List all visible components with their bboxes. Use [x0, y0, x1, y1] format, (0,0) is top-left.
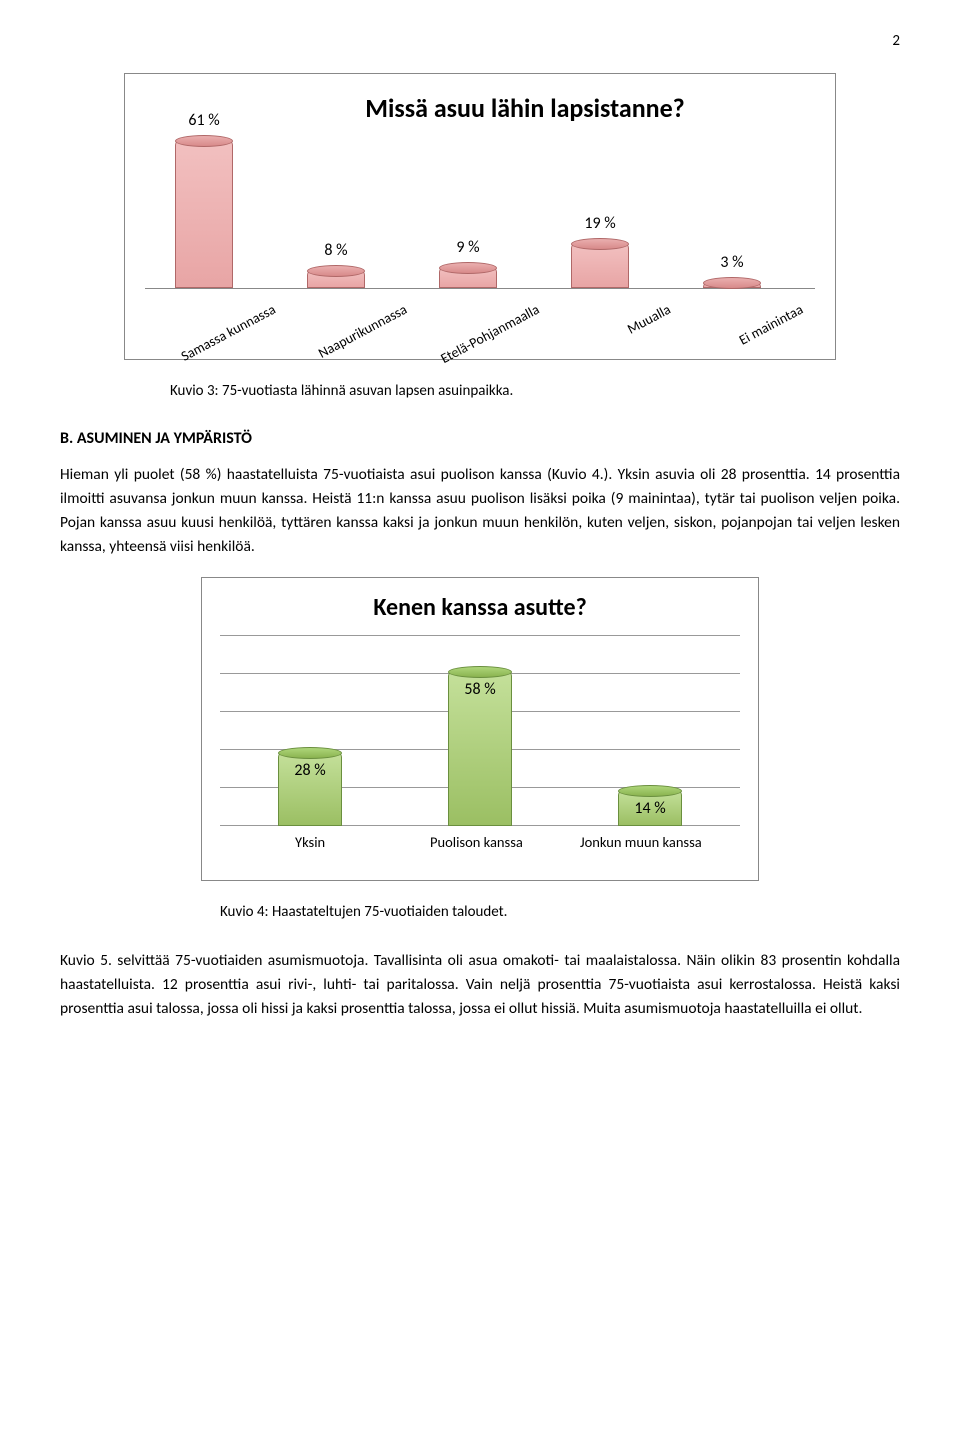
chart1-xaxis: Samassa kunnassaNaapurikunnassaEtelä-Poh… [145, 289, 815, 349]
chart1-bar-label: 9 % [456, 236, 479, 268]
chart1-caption: Kuvio 3: 75-vuotiasta lähinnä asuvan lap… [170, 380, 900, 403]
chart-1: Missä asuu lähin lapsistanne? 61 % 8 % 9 %… [124, 73, 836, 360]
chart1-bar: 3 % [703, 282, 761, 288]
chart2-bar-label: 58 % [464, 678, 495, 702]
chart2-xaxis: Yksin Puolison kanssa Jonkun muun kanssa [220, 826, 740, 854]
section-b-paragraph: Hieman yli puolet (58 %) haastatelluista… [60, 463, 900, 559]
chart2-plot-area: 28 % 58 % 14 % [220, 636, 740, 826]
chart2-bar-label: 28 % [294, 759, 325, 783]
chart1-x-label: Samassa kunnassa [177, 299, 279, 367]
chart1-x-label: Muualla [624, 299, 675, 339]
section-b-heading: B. ASUMINEN JA YMPÄRISTÖ [60, 427, 900, 451]
chart1-bar: 61 % [175, 140, 233, 288]
bottom-paragraph: Kuvio 5. selvittää 75-vuotiaiden asumism… [60, 949, 900, 1021]
chart1-bar-label: 8 % [324, 239, 347, 271]
chart2-caption: Kuvio 4: Haastateltujen 75-vuotiaiden ta… [220, 901, 900, 924]
chart2-gridline [220, 635, 740, 636]
chart2-bar-label: 14 % [634, 797, 665, 821]
chart2-bar: 14 % [618, 790, 682, 826]
chart1-x-label: Etelä-Pohjanmaalla [437, 299, 543, 369]
chart1-x-label: Naapurikunnassa [315, 299, 411, 363]
chart-2: Kenen kanssa asutte? 28 % 58 % 14 % Yksin P… [201, 577, 759, 881]
chart1-bar-label: 19 % [584, 212, 615, 244]
chart1-bar: 9 % [439, 267, 497, 288]
chart2-x-label: Jonkun muun kanssa [580, 832, 702, 854]
chart1-bar-label: 61 % [188, 109, 219, 141]
page-number: 2 [60, 30, 900, 53]
chart2-x-label: Puolison kanssa [430, 832, 523, 854]
chart2-bar: 28 % [278, 752, 342, 826]
chart1-title: Missä asuu lähin lapsistanne? [235, 89, 815, 128]
chart2-x-label: Yksin [295, 832, 325, 854]
chart1-bar: 8 % [307, 270, 365, 288]
chart1-bar: 19 % [571, 243, 629, 288]
chart1-bar-label: 3 % [720, 251, 743, 283]
chart1-x-label: Ei mainintaa [735, 299, 807, 350]
chart2-bar: 58 % [448, 671, 512, 826]
chart1-plot-area: 61 % 8 % 9 % 19 % 3 % [145, 138, 815, 289]
chart2-title: Kenen kanssa asutte? [220, 590, 740, 626]
